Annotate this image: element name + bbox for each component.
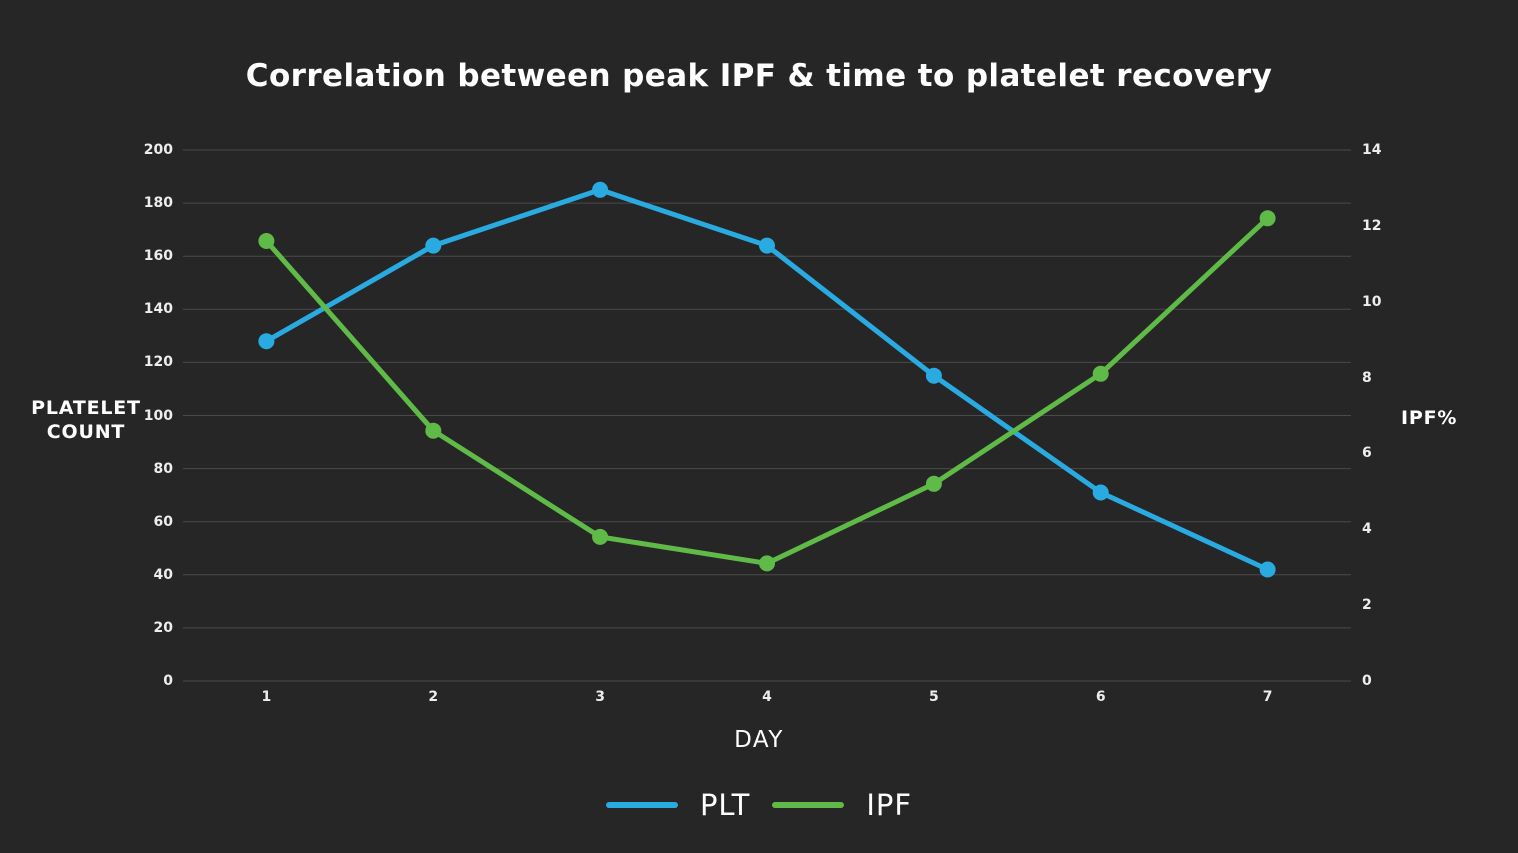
ipf-point-day-2 [425,422,442,439]
legend-item-ipf: IPF [772,788,912,822]
ipf-line [264,216,1270,566]
left-axis-tick-200: 200 [143,142,173,158]
x-axis-tick-7: 7 [1262,689,1273,705]
x-axis-title: DAY [734,727,784,753]
left-axis-tick-40: 40 [153,566,173,583]
left-axis-tick-60: 60 [153,513,173,530]
chart-title: Correlation between peak IPF & time to p… [245,58,1273,94]
plot-area [183,149,1351,682]
right-axis-tick-12: 12 [1362,217,1382,234]
right-axis-tick-14: 14 [1362,142,1382,158]
x-axis-tick-4: 4 [762,689,772,705]
legend: PLT IPF [0,788,1518,822]
ipf-line-swatch [772,802,845,808]
legend-item-plt: PLT [605,788,751,822]
plt-point-day-6 [1092,484,1109,501]
left-axis-tick-120: 120 [143,354,173,371]
left-axis-tick-80: 80 [153,460,173,477]
right-axis-title: IPF% [1401,407,1458,429]
plt-line-swatch [605,802,678,808]
right-axis-tick-4: 4 [1362,521,1372,538]
legend-label-ipf: IPF [866,788,913,822]
x-axis-tick-5: 5 [928,689,939,705]
ipf-point-day-3 [592,528,609,545]
plot-svg [183,149,1351,682]
ipf-point-day-7 [1259,210,1276,227]
x-axis-tick-6: 6 [1095,689,1106,705]
plt-point-day-3 [592,181,609,198]
left-axis-tick-180: 180 [143,195,173,212]
left-axis-tick-160: 160 [143,248,173,265]
plt-point-day-2 [425,237,442,254]
x-axis-tick-3: 3 [595,689,606,705]
x-axis-tick-2: 2 [428,689,439,705]
right-axis-tick-0: 0 [1362,673,1372,689]
ipf-point-day-6 [1092,365,1109,382]
left-axis-tick-100: 100 [143,407,173,424]
right-axis-tick-6: 6 [1362,445,1372,462]
right-axis-tick-8: 8 [1362,369,1372,386]
ipf-point-day-5 [925,475,942,492]
right-axis-tick-10: 10 [1362,293,1382,310]
ipf-point-day-1 [258,233,275,249]
right-axis-tick-2: 2 [1362,597,1372,614]
left-axis-tick-0: 0 [163,673,173,689]
left-axis-title: PLATELET COUNT [31,397,141,443]
x-axis-tick-1: 1 [261,689,272,705]
left-axis-tick-140: 140 [143,301,173,318]
plt-point-day-4 [759,237,775,254]
plt-point-day-1 [258,333,275,350]
plt-point-day-5 [925,367,942,384]
ipf-point-day-4 [759,555,775,572]
left-axis-tick-20: 20 [153,619,173,636]
legend-label-plt: PLT [699,788,751,822]
plt-point-day-7 [1259,561,1276,578]
